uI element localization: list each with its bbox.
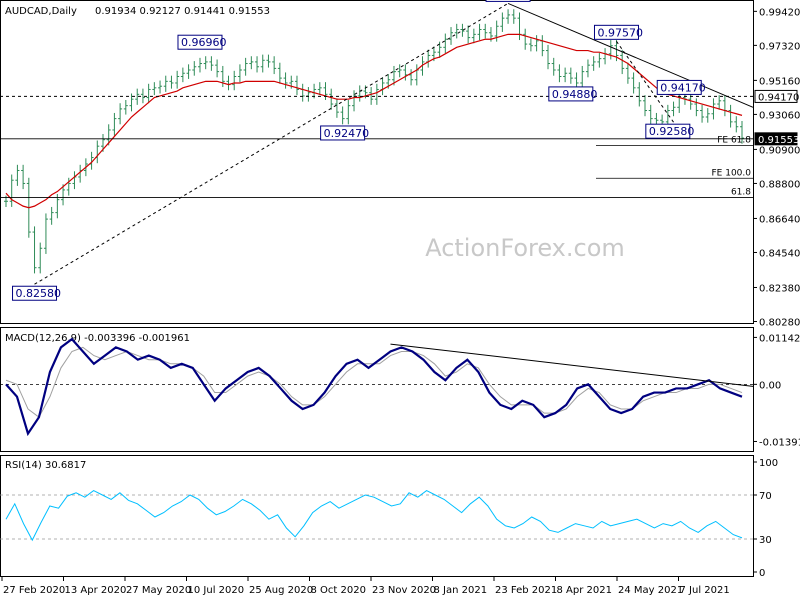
resistance-trendline: [507, 2, 754, 108]
price-tag-text: 0.91553: [758, 135, 799, 146]
macd-tick-label: 0.00: [759, 380, 781, 391]
swing-label-text: 0.82580: [16, 287, 62, 300]
rsi-tick-label: 100: [759, 458, 778, 469]
macd-tick-label: -0.01391: [759, 437, 800, 448]
rsi-panel[interactable]: [0, 455, 754, 577]
swing-label-text: 0.92580: [649, 125, 695, 138]
swing-label-text: 0.97570: [597, 26, 643, 39]
rsi-title: RSI(14) 30.6817: [5, 460, 86, 471]
x-tick-label: 8 Oct 2020: [311, 585, 366, 596]
y-tick-label: 0.90900: [759, 145, 800, 156]
y-tick-label: 0.86640: [759, 214, 800, 225]
x-tick-label: 25 Aug 2020: [249, 585, 313, 596]
moving-average-line: [5, 33, 743, 209]
macd-tick-label: 0.011427: [759, 333, 800, 344]
swing-label-box: [548, 86, 594, 102]
x-tick-label: 13 Apr 2020: [65, 585, 127, 596]
watermark: ActionForex.com: [425, 234, 625, 262]
fib-trendline: [616, 41, 674, 123]
rsi-line: [5, 490, 743, 542]
x-tick-label: 10 Jul 2020: [188, 585, 245, 596]
level-label: FE 61.8: [717, 135, 751, 145]
support-trendline: [34, 2, 509, 285]
swing-label-text: 0.92470: [324, 127, 370, 140]
axis-layer: 0.94170 0.91553 0.99420 0.97320 0.95160 0.930…: [1, 7, 800, 596]
rsi-tick-label: 70: [759, 491, 772, 502]
ohlc-values: 0.91934 0.92127 0.91441 0.91553: [95, 6, 270, 17]
swing-label-box: [593, 24, 639, 40]
y-tick-label: 0.82380: [759, 283, 800, 294]
y-tick-label: 0.99420: [759, 7, 800, 18]
swing-label-text: 0.99910: [489, 0, 535, 1]
macd-title: MACD(12,26,9) -0.003396 -0.001961: [5, 333, 190, 344]
swing-label-box: [485, 0, 531, 2]
x-tick-label: 23 Nov 2020: [372, 585, 436, 596]
rsi-tick-label: 0: [759, 568, 765, 579]
x-tick-label: 24 May 2021: [618, 585, 683, 596]
macd-line: [5, 337, 743, 437]
swing-label-text: 0.96960: [181, 36, 227, 49]
swing-label-box: [656, 79, 702, 95]
swing-label-text: 0.94170: [660, 81, 706, 94]
x-tick-label: 27 Feb 2020: [3, 585, 65, 596]
x-tick-label: 7 Jul 2021: [680, 585, 730, 596]
swing-label-box: [645, 123, 691, 139]
y-tick-label: 0.84540: [759, 248, 800, 259]
macd-layer: [0, 337, 754, 437]
price-layer: FE 61.8 FE 100.0 61.8 0.99910 0.97570 0.96960…: [0, 0, 754, 301]
level-label: 61.8: [731, 188, 751, 198]
y-tick-label: 0.93060: [759, 110, 800, 121]
price-panel[interactable]: [0, 0, 754, 324]
macd-trendline: [390, 343, 754, 387]
rsi-tick-label: 30: [759, 535, 772, 546]
y-tick-label: 0.97320: [759, 41, 800, 52]
level-label: FE 100.0: [712, 168, 752, 178]
symbol-label: AUDCAD,Daily: [5, 6, 77, 17]
swing-label-text: 0.94880: [552, 88, 598, 101]
price-tag-text: 0.94170: [758, 92, 799, 103]
rsi-layer: [0, 490, 753, 542]
x-tick-label: 8 Apr 2021: [557, 585, 612, 596]
price-tag: [754, 132, 798, 146]
swing-label-box: [177, 34, 223, 50]
swing-label-box: [12, 285, 58, 301]
price-tag: [754, 89, 798, 103]
y-tick-label: 0.80280: [759, 318, 800, 329]
swing-label-box: [320, 125, 366, 141]
x-tick-label: 27 May 2020: [126, 585, 191, 596]
y-tick-label: 0.95160: [759, 76, 800, 87]
y-tick-label: 0.88800: [759, 179, 800, 190]
x-tick-label: 23 Feb 2021: [495, 585, 557, 596]
x-tick-label: 8 Jan 2021: [434, 585, 488, 596]
macd-panel[interactable]: [0, 327, 754, 452]
